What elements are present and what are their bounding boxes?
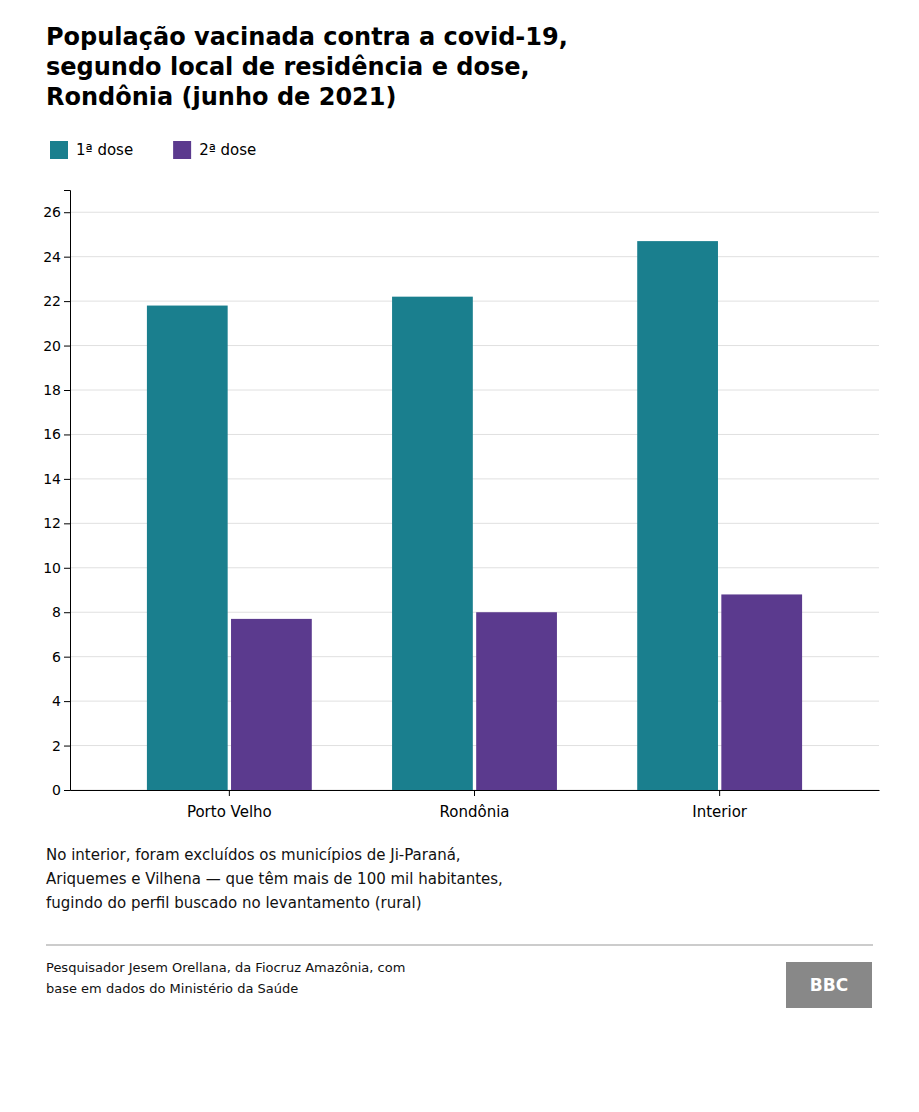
y-tick: 22 bbox=[43, 293, 70, 309]
y-tick-label: 12 bbox=[43, 515, 61, 531]
y-tick-mark bbox=[64, 568, 70, 569]
divider bbox=[46, 945, 873, 946]
y-tick-label: 18 bbox=[43, 382, 61, 398]
y-tick-label: 6 bbox=[52, 649, 61, 665]
grid-line bbox=[70, 256, 879, 257]
y-tick-mark bbox=[64, 701, 70, 702]
y-tick-label: 24 bbox=[43, 249, 61, 265]
y-tick-label: 8 bbox=[52, 604, 61, 620]
source: Pesquisador Jesem Orellana, da Fiocruz A… bbox=[46, 960, 405, 996]
bars bbox=[147, 241, 802, 790]
y-tick: 12 bbox=[43, 515, 70, 531]
y-tick-label: 26 bbox=[43, 204, 61, 220]
y-tick: 10 bbox=[43, 560, 70, 576]
y-tick: 16 bbox=[43, 426, 70, 442]
bar bbox=[721, 594, 802, 790]
y-tick-label: 14 bbox=[43, 471, 61, 487]
bar bbox=[476, 612, 557, 790]
bar bbox=[231, 619, 312, 790]
grid bbox=[70, 212, 879, 790]
x-axis: Porto Velho Rondônia Interior bbox=[71, 790, 880, 821]
chart: População vacinada contra a covid-19,seg… bbox=[0, 0, 919, 1112]
y-tick-mark bbox=[64, 790, 70, 791]
x-tick-mark bbox=[719, 790, 720, 796]
bar bbox=[392, 297, 473, 790]
x-tick-mark bbox=[229, 790, 230, 796]
y-axis-line bbox=[64, 191, 71, 791]
x-tick-label: Porto Velho bbox=[187, 803, 272, 821]
legend-swatch bbox=[50, 141, 68, 159]
grid-line bbox=[70, 301, 879, 302]
credit-box bbox=[786, 962, 872, 1008]
y-tick-mark bbox=[64, 301, 70, 302]
y-tick: 26 bbox=[43, 204, 70, 220]
y-axis: 02468101214161820222426 bbox=[43, 191, 70, 798]
legend-label: 2ª dose bbox=[199, 141, 256, 159]
y-tick: 6 bbox=[52, 649, 70, 665]
x-tick: Rondônia bbox=[440, 790, 510, 821]
y-tick: 8 bbox=[52, 604, 70, 620]
y-tick: 20 bbox=[43, 338, 70, 354]
footnote: No interior, foram excluídos os municípi… bbox=[46, 846, 503, 912]
y-tick: 4 bbox=[52, 693, 70, 709]
grid-line bbox=[70, 212, 879, 213]
title: População vacinada contra a covid-19,seg… bbox=[46, 23, 568, 111]
credit: BBC bbox=[810, 975, 848, 995]
bar bbox=[147, 306, 228, 790]
x-tick: Porto Velho bbox=[187, 790, 272, 821]
y-tick-mark bbox=[64, 479, 70, 480]
y-tick: 0 bbox=[52, 782, 70, 798]
y-tick-label: 4 bbox=[52, 693, 61, 709]
y-tick-mark bbox=[64, 212, 70, 213]
y-tick-mark bbox=[64, 523, 70, 524]
y-tick-label: 2 bbox=[52, 738, 61, 754]
y-tick: 18 bbox=[43, 382, 70, 398]
y-tick: 2 bbox=[52, 738, 70, 754]
y-tick-mark bbox=[64, 657, 70, 658]
y-tick-label: 16 bbox=[43, 426, 61, 442]
x-tick-label: Rondônia bbox=[440, 803, 510, 821]
bar bbox=[637, 241, 718, 790]
y-tick-mark bbox=[64, 346, 70, 347]
y-tick-label: 0 bbox=[52, 782, 61, 798]
y-tick-label: 20 bbox=[43, 338, 61, 354]
legend-swatch bbox=[173, 141, 191, 159]
y-tick-label: 22 bbox=[43, 293, 61, 309]
x-tick-label: Interior bbox=[692, 803, 748, 821]
y-tick: 24 bbox=[43, 249, 70, 265]
bar-series bbox=[231, 594, 802, 790]
bar-series bbox=[147, 241, 718, 790]
y-tick-mark bbox=[64, 390, 70, 391]
x-tick-mark bbox=[474, 790, 475, 796]
y-tick-mark bbox=[64, 612, 70, 613]
legend-label: 1ª dose bbox=[76, 141, 133, 159]
y-tick-mark bbox=[64, 434, 70, 435]
y-tick-mark bbox=[64, 257, 70, 258]
y-tick-label: 10 bbox=[43, 560, 61, 576]
y-tick: 14 bbox=[43, 471, 70, 487]
x-tick: Interior bbox=[692, 790, 748, 821]
y-tick-mark bbox=[64, 746, 70, 747]
